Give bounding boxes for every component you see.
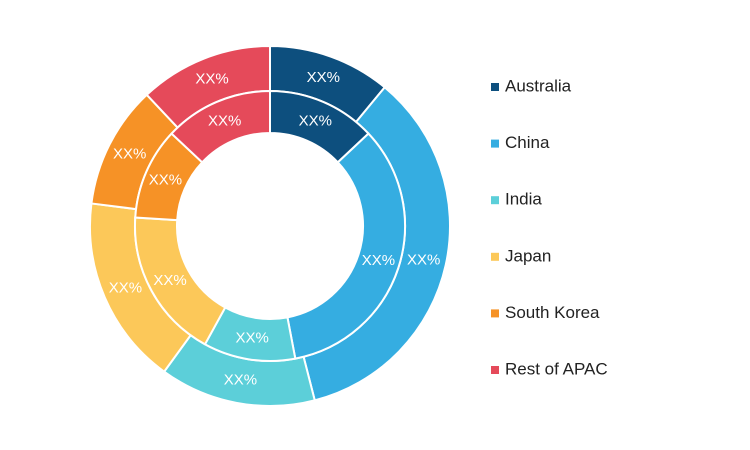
value-label: XX% (109, 280, 142, 297)
donut-segment (170, 89, 271, 164)
legend-label: South Korea (505, 303, 600, 322)
legend-label: Japan (505, 246, 551, 265)
legend-swatch (491, 196, 499, 205)
value-label: XX% (195, 71, 228, 88)
legend-swatch (491, 83, 499, 91)
value-label: XX% (153, 272, 186, 289)
value-label: XX% (149, 172, 182, 189)
legend-label: India (505, 190, 542, 209)
value-label: XX% (208, 112, 241, 129)
legend-label: China (505, 133, 550, 152)
legend-swatch (491, 139, 499, 148)
legend-swatch (491, 252, 499, 261)
value-label: XX% (235, 330, 268, 347)
value-label: XX% (113, 145, 146, 162)
legend-swatch (491, 309, 499, 318)
value-label: XX% (407, 251, 440, 268)
value-label: XX% (224, 372, 257, 389)
legend-swatch (491, 366, 499, 374)
value-label: XX% (307, 69, 340, 86)
value-label: XX% (299, 112, 332, 129)
value-label: XX% (362, 252, 395, 269)
legend-label: Australia (505, 76, 572, 95)
donut-segment (286, 132, 406, 360)
legend-label: Rest of APAC (505, 359, 608, 378)
